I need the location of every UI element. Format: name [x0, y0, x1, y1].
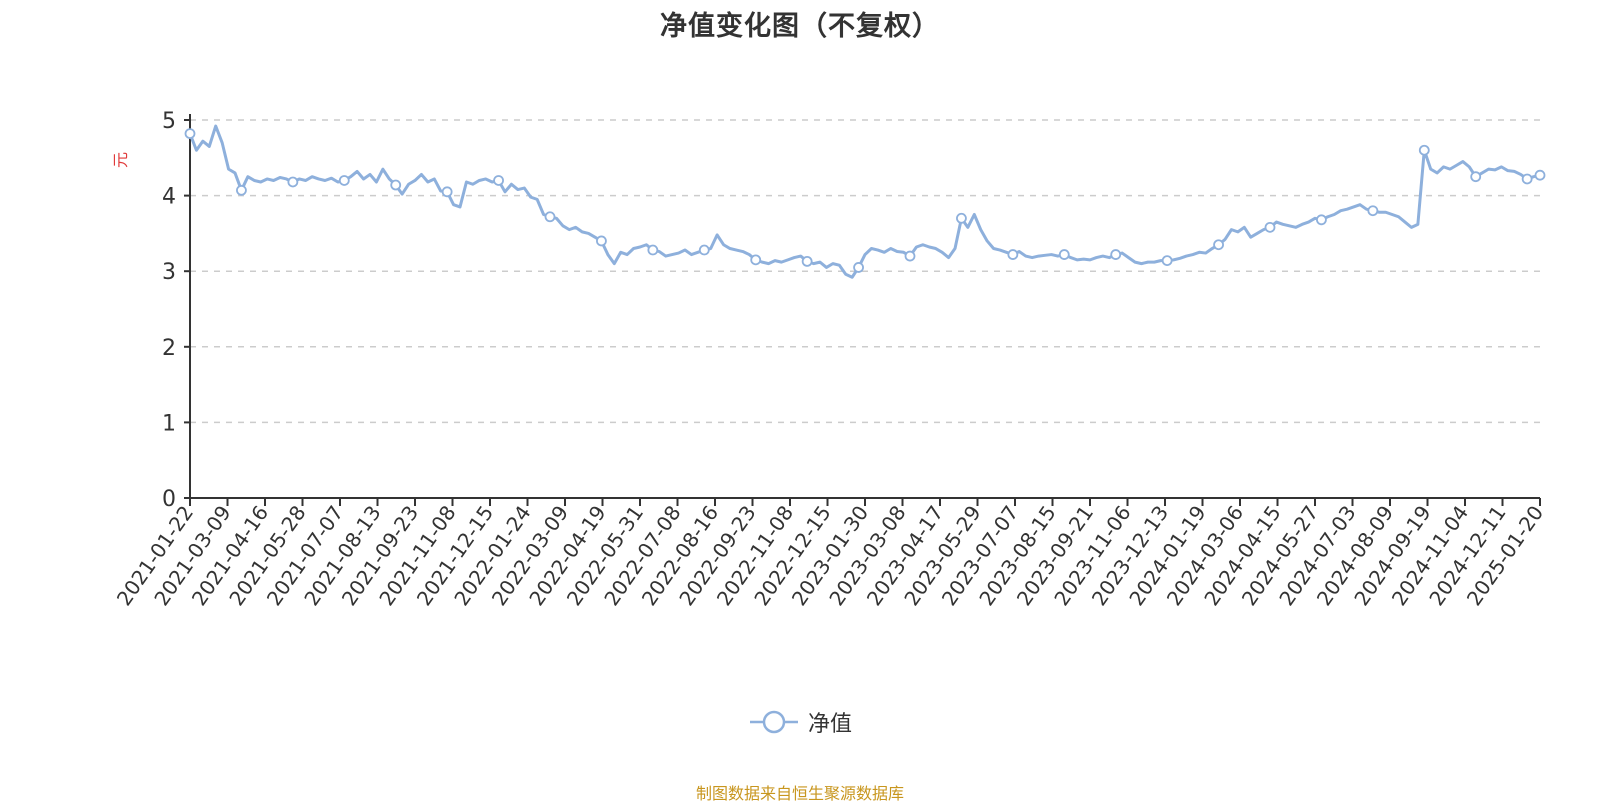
data-point[interactable] — [544, 211, 556, 223]
data-point[interactable] — [338, 175, 350, 186]
legend-label: 净值 — [807, 712, 852, 737]
data-point[interactable] — [1161, 255, 1173, 267]
y-tick-label: 3 — [162, 260, 176, 285]
data-point[interactable] — [493, 175, 504, 186]
data-point[interactable] — [287, 176, 299, 188]
y-axis-label: 元 — [111, 152, 130, 168]
data-point[interactable] — [1007, 249, 1019, 260]
tick-labels: 0123452021-01-222021-03-092021-04-162021… — [112, 109, 1548, 610]
data-point[interactable] — [1316, 214, 1327, 226]
series-line-0 — [188, 124, 1541, 279]
axes — [184, 114, 1541, 506]
data-point[interactable] — [1264, 221, 1276, 233]
data-point[interactable] — [1367, 205, 1379, 217]
y-tick-label: 0 — [162, 487, 176, 512]
data-point[interactable] — [1534, 169, 1546, 181]
data-point[interactable] — [441, 186, 453, 198]
data-point[interactable] — [956, 212, 967, 224]
data-point[interactable] — [1521, 173, 1533, 185]
data-point[interactable] — [698, 244, 710, 256]
data-point[interactable] — [801, 255, 813, 267]
data-point[interactable] — [1058, 249, 1070, 260]
legend[interactable]: 净值 — [0, 706, 1600, 738]
data-point[interactable] — [1110, 249, 1122, 260]
data-point[interactable] — [184, 128, 196, 140]
y-tick-label: 1 — [162, 411, 176, 436]
data-point[interactable] — [647, 244, 659, 256]
data-point[interactable] — [236, 184, 247, 196]
y-tick-label: 2 — [162, 336, 176, 361]
data-point[interactable] — [1470, 171, 1482, 183]
series-layer — [184, 124, 1546, 279]
legend-line-circle-icon — [749, 710, 798, 734]
y-tick-label: 5 — [162, 109, 176, 134]
data-point[interactable] — [596, 235, 607, 247]
y-tick-label: 4 — [162, 185, 176, 210]
chart-title: 净值变化图（不复权） — [660, 11, 940, 42]
data-point[interactable] — [1213, 239, 1224, 251]
data-point[interactable] — [853, 262, 864, 273]
data-point[interactable] — [390, 179, 402, 191]
data-point[interactable] — [1418, 144, 1430, 156]
grid-lines — [190, 119, 1540, 424]
data-point[interactable] — [904, 250, 916, 262]
source-note: 制图数据来自恒生聚源数据库 — [695, 784, 904, 803]
data-point[interactable] — [750, 254, 762, 266]
